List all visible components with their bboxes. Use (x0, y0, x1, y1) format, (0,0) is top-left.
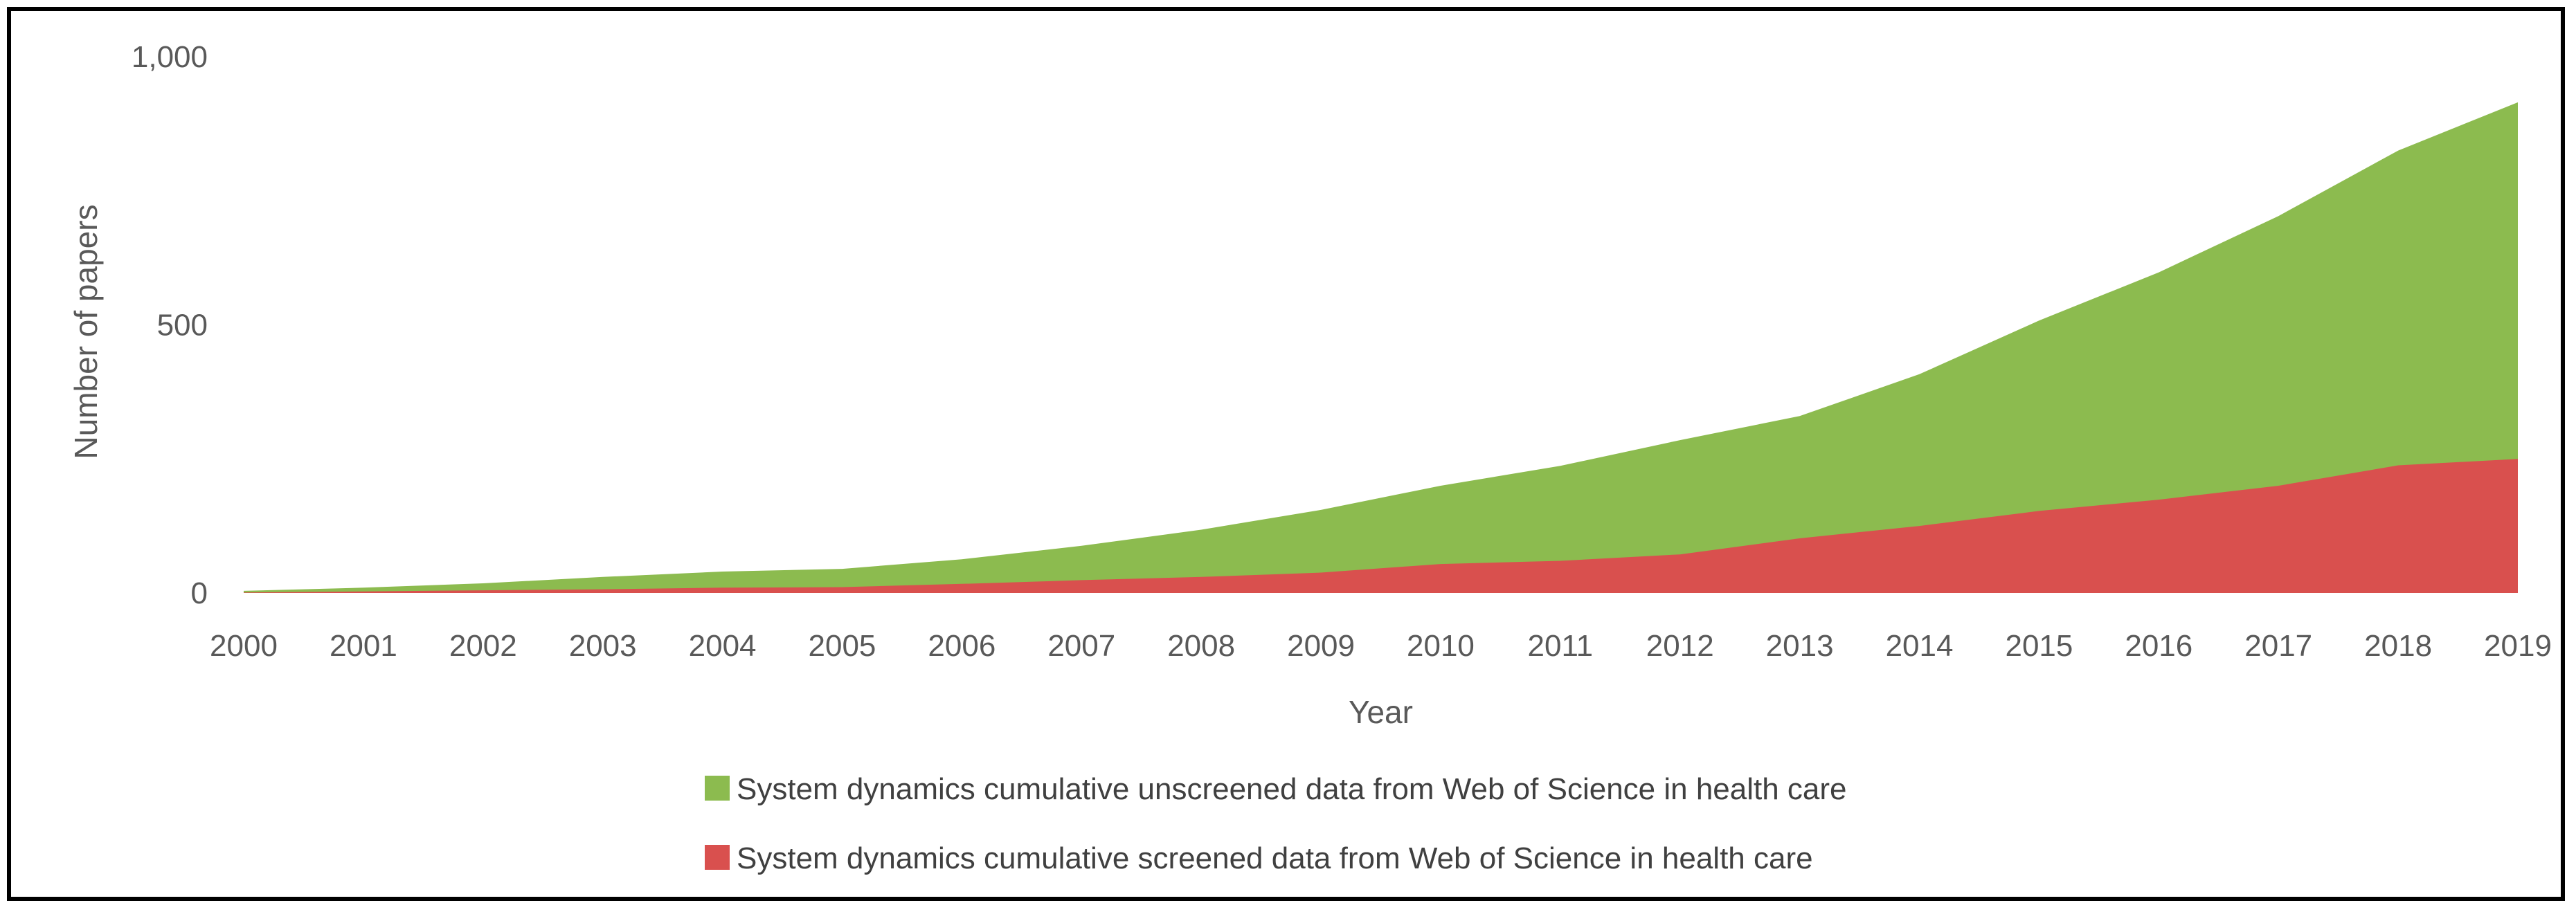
x-tick-label: 2019 (2484, 629, 2552, 663)
x-tick-label: 2009 (1287, 629, 1355, 663)
legend-swatch (705, 845, 730, 870)
area-series-unscreened (244, 102, 2518, 593)
x-tick-label: 2016 (2125, 629, 2192, 663)
x-axis-ticks: 2000 2001 2002 2003 2004 2005 2006 2007 2008 2009… (210, 629, 2552, 663)
x-tick-label: 2003 (569, 629, 637, 663)
y-axis-ticks: 0 500 1,000 (132, 40, 208, 610)
x-tick-label: 2002 (449, 629, 517, 663)
x-tick-label: 2011 (1528, 629, 1594, 663)
x-tick-label: 2004 (689, 629, 757, 663)
x-tick-label: 2012 (1646, 629, 1714, 663)
y-tick-label: 500 (157, 309, 208, 343)
x-tick-label: 2018 (2364, 629, 2432, 663)
x-tick-label: 2001 (330, 629, 397, 663)
area-series-screened (244, 459, 2518, 593)
x-tick-label: 2000 (210, 629, 278, 663)
x-tick-label: 2015 (2005, 629, 2073, 663)
x-tick-label: 2008 (1167, 629, 1235, 663)
x-tick-label: 2013 (1766, 629, 1834, 663)
legend-label: System dynamics cumulative unscreened da… (737, 772, 1847, 806)
legend: System dynamics cumulative unscreened da… (705, 772, 1847, 875)
x-axis-title: Year (1349, 694, 1413, 730)
x-tick-label: 2005 (809, 629, 876, 663)
y-axis-title: Number of papers (68, 204, 104, 459)
x-tick-label: 2006 (928, 629, 996, 663)
legend-swatch (705, 776, 730, 801)
x-tick-label: 2014 (1886, 629, 1954, 663)
x-tick-label: 2017 (2244, 629, 2312, 663)
y-tick-label: 0 (191, 576, 208, 610)
x-tick-label: 2010 (1407, 629, 1475, 663)
y-tick-label: 1,000 (132, 40, 208, 74)
x-tick-label: 2007 (1047, 629, 1115, 663)
legend-label: System dynamics cumulative screened data… (737, 841, 1813, 875)
plot-area (244, 102, 2518, 593)
